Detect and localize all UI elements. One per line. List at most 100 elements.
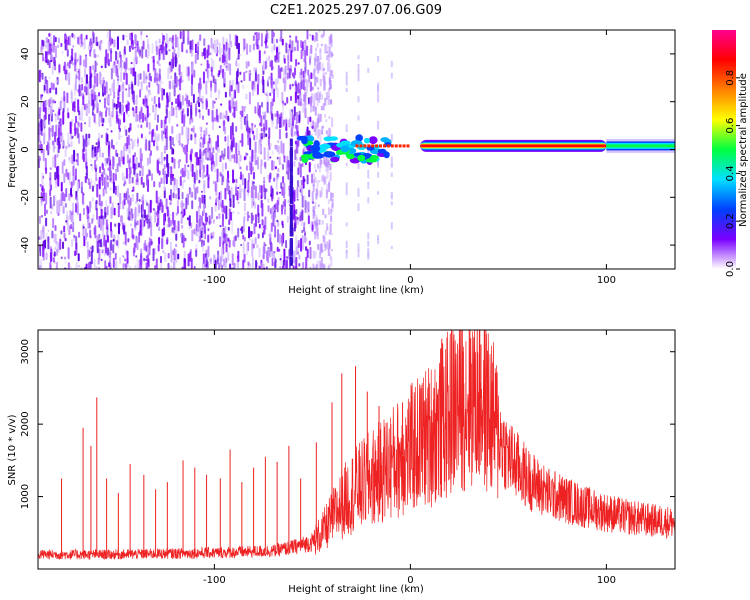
noise-cell bbox=[86, 107, 89, 115]
noise-cell bbox=[285, 42, 288, 54]
noise-cell bbox=[95, 142, 98, 145]
noise-cell bbox=[184, 237, 187, 242]
noise-cell bbox=[322, 263, 325, 269]
noise-cell bbox=[92, 150, 95, 157]
noise-cell bbox=[191, 200, 194, 210]
noise-cell bbox=[103, 234, 106, 247]
noise-cell bbox=[237, 142, 240, 152]
noise-cell bbox=[128, 159, 131, 170]
noise-cell bbox=[271, 46, 274, 53]
noise-cell bbox=[85, 56, 88, 68]
noise-cell bbox=[112, 172, 115, 185]
colorbar-tick-label: 0.8 bbox=[725, 70, 736, 86]
noise-cell bbox=[250, 212, 253, 224]
noise-cell bbox=[44, 120, 47, 127]
noise-cell bbox=[242, 37, 245, 52]
noise-cell bbox=[318, 30, 321, 33]
noise-cell bbox=[72, 179, 75, 186]
noise-cell bbox=[272, 37, 275, 46]
noise-cell bbox=[218, 125, 221, 129]
noise-cell bbox=[227, 252, 230, 261]
noise-cell bbox=[297, 248, 300, 252]
noise-cell bbox=[316, 77, 319, 83]
noise-cell bbox=[153, 96, 156, 105]
noise-cell bbox=[274, 113, 277, 118]
noise-cell bbox=[309, 116, 312, 122]
noise-cell bbox=[156, 160, 159, 174]
noise-cell bbox=[173, 144, 176, 147]
noise-cell bbox=[316, 101, 319, 107]
noise-cell bbox=[48, 76, 51, 80]
noise-cell bbox=[53, 251, 56, 257]
noise-cell bbox=[272, 219, 275, 227]
noise-cell bbox=[54, 100, 57, 104]
noise-cell bbox=[139, 73, 142, 80]
noise-cell bbox=[224, 256, 227, 269]
noise-cell bbox=[367, 150, 370, 156]
noise-cell bbox=[201, 226, 204, 232]
noise-cell bbox=[280, 234, 283, 243]
noise-cell bbox=[84, 228, 87, 241]
noise-cell bbox=[237, 81, 240, 94]
noise-cell bbox=[329, 80, 332, 90]
noise-cell bbox=[279, 266, 282, 269]
noise-cell bbox=[326, 164, 329, 168]
noise-cell bbox=[69, 121, 72, 135]
noise-cell bbox=[111, 111, 114, 118]
y-tick-label: 0 bbox=[20, 146, 31, 152]
noise-cell bbox=[321, 63, 324, 72]
noise-cell bbox=[83, 59, 86, 67]
noise-cell bbox=[276, 246, 279, 252]
noise-cell bbox=[127, 216, 130, 221]
noise-cell bbox=[367, 248, 370, 257]
noise-cell bbox=[168, 91, 171, 103]
noise-cell bbox=[316, 163, 319, 169]
noise-cell bbox=[146, 157, 149, 166]
noise-cell bbox=[180, 201, 183, 208]
noise-cell bbox=[124, 258, 127, 262]
noise-cell bbox=[318, 61, 321, 71]
noise-cell bbox=[140, 33, 143, 41]
noise-cell bbox=[215, 97, 218, 101]
noise-cell bbox=[377, 237, 380, 245]
noise-cell bbox=[313, 220, 316, 225]
noise-cell bbox=[116, 51, 119, 62]
noise-cell bbox=[263, 241, 266, 254]
noise-cell bbox=[208, 134, 211, 137]
noise-cell bbox=[257, 156, 260, 170]
noise-cell bbox=[196, 45, 199, 52]
noise-cell bbox=[242, 242, 245, 254]
noise-cell bbox=[72, 45, 75, 48]
noise-cell bbox=[159, 78, 162, 92]
noise-cell bbox=[148, 237, 151, 248]
noise-cell bbox=[233, 262, 236, 269]
noise-cell bbox=[39, 241, 42, 244]
noise-cell bbox=[115, 103, 118, 110]
noise-cell bbox=[136, 220, 139, 226]
noise-cell bbox=[328, 46, 331, 55]
noise-cell bbox=[330, 232, 333, 236]
noise-cell bbox=[74, 61, 77, 64]
noise-cell bbox=[298, 263, 301, 267]
noise-cell bbox=[243, 219, 246, 233]
noise-cell bbox=[307, 116, 310, 125]
noise-cell bbox=[54, 36, 57, 43]
noise-cell bbox=[329, 223, 332, 232]
noise-cell bbox=[106, 235, 109, 243]
noise-cell bbox=[49, 252, 52, 263]
noise-cell bbox=[308, 240, 311, 246]
noise-cell bbox=[112, 236, 115, 239]
noise-cell bbox=[265, 119, 268, 131]
noise-cell bbox=[294, 67, 297, 76]
noise-cell bbox=[237, 201, 240, 205]
noise-cell bbox=[236, 70, 239, 85]
noise-cell bbox=[52, 66, 55, 70]
noise-cell bbox=[319, 191, 322, 198]
noise-cell bbox=[314, 106, 317, 116]
noise-cell bbox=[190, 85, 193, 97]
noise-cell bbox=[252, 214, 255, 221]
noise-cell bbox=[289, 138, 293, 147]
noise-cell bbox=[182, 146, 185, 153]
noise-cell bbox=[207, 228, 210, 232]
noise-cell bbox=[82, 207, 85, 216]
